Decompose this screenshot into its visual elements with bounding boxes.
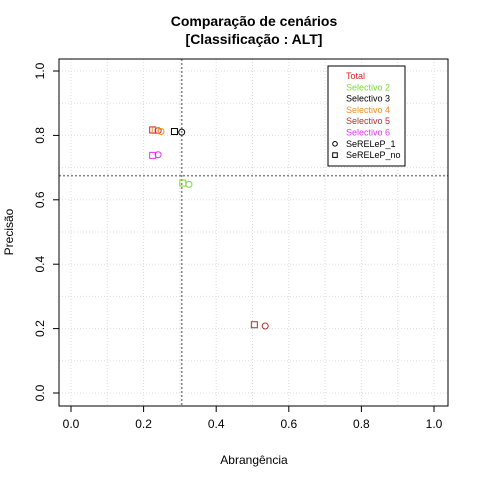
y-tick-label: 0.4	[33, 256, 47, 273]
data-point-square	[170, 128, 178, 136]
y-tick-label: 0.2	[33, 320, 47, 337]
data-point-square	[179, 179, 187, 187]
data-point-square	[151, 127, 159, 135]
data-point-circle	[261, 322, 269, 330]
legend-marker-entry: SeRELeP_1	[346, 139, 396, 149]
legend-marker-entry: SeRELeP_no	[346, 150, 401, 160]
x-tick-label: 1.0	[426, 417, 443, 431]
data-point-circle	[178, 128, 186, 136]
x-tick-label: 0.2	[135, 417, 152, 431]
reference-lines	[59, 59, 448, 406]
legend-entry: Total	[346, 71, 365, 81]
data-point-square	[332, 152, 338, 158]
legend-entry: Selectivo 6	[346, 128, 390, 138]
data-points	[149, 126, 269, 330]
data-point-circle	[154, 151, 162, 159]
x-tick-label: 0.6	[280, 417, 297, 431]
data-point-circle	[332, 141, 338, 147]
chart-subtitle: [Classificação : ALT]	[186, 31, 323, 47]
plot-frame	[58, 58, 449, 407]
data-point-square	[250, 321, 258, 329]
y-tick-label: 1.0	[33, 62, 47, 79]
x-tick-label: 0.4	[208, 417, 225, 431]
y-tick-label: 0.8	[33, 127, 47, 144]
legend-entry: Selectivo 5	[346, 116, 390, 126]
y-tick-label: 0.0	[33, 384, 47, 401]
x-axis-label: Abrangência	[220, 453, 288, 467]
legend-entry: Selectivo 3	[346, 94, 390, 104]
x-axis: 0.0 0.2 0.4 0.6 0.8 1.0	[63, 406, 443, 431]
y-axis: 0.0 0.2 0.4 0.6 0.8 1.0	[33, 62, 59, 401]
chart-title: Comparação de cenários	[171, 13, 338, 29]
legend-entry: Selectivo 4	[346, 105, 390, 115]
x-tick-label: 0.8	[353, 417, 370, 431]
legend-entry: Selectivo 2	[346, 82, 390, 92]
legend-box	[327, 65, 406, 167]
data-point-square	[149, 151, 157, 159]
y-axis-label: Precisão	[2, 208, 16, 255]
y-tick-label: 0.6	[33, 191, 47, 208]
data-point-circle	[185, 180, 193, 188]
x-tick-label: 0.0	[63, 417, 80, 431]
